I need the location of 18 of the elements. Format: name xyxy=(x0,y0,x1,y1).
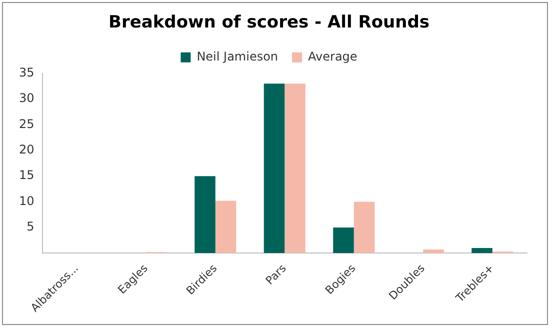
bar xyxy=(423,250,444,254)
legend-label: Neil Jamieson xyxy=(196,50,278,64)
bar xyxy=(472,248,492,254)
bar xyxy=(333,227,354,254)
bar xyxy=(264,84,285,254)
y-tick-label: 30 xyxy=(18,91,34,106)
y-tick-label: 10 xyxy=(18,194,34,208)
y-tick-label: 20 xyxy=(18,142,34,157)
bar xyxy=(194,176,216,254)
chart-title: Breakdown of scores - All Rounds xyxy=(108,12,430,33)
bar xyxy=(354,202,375,254)
bar xyxy=(284,84,306,254)
bar xyxy=(215,200,236,254)
y-tick-label: 15 xyxy=(18,168,34,182)
y-tick-label: 35 xyxy=(18,66,34,80)
y-tick-label: 5 xyxy=(26,220,34,234)
y-tick-label: 25 xyxy=(18,116,34,131)
legend-label: Average xyxy=(308,50,358,64)
